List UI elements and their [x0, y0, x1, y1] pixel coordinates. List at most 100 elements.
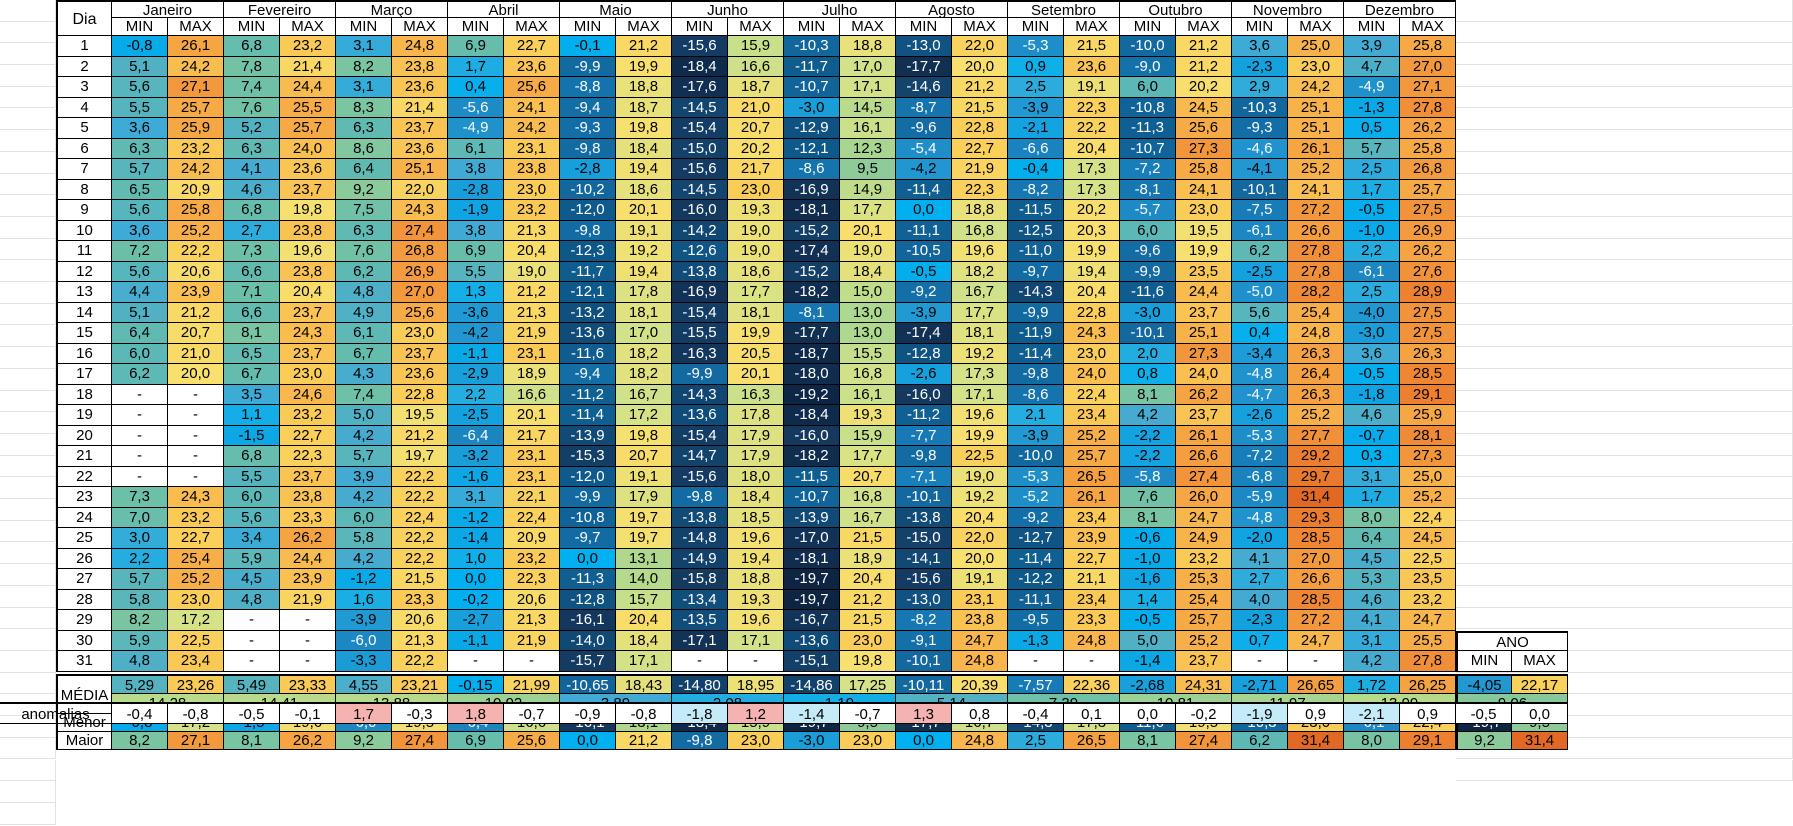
min-temp-cell[interactable]: -17,7 — [784, 323, 840, 344]
min-temp-cell[interactable]: -6,0 — [336, 630, 392, 651]
max-temp-cell[interactable]: 20,9 — [504, 528, 560, 549]
min-temp-cell[interactable]: 6,1 — [448, 138, 504, 159]
maior-max-cell[interactable]: 26,2 — [280, 731, 336, 750]
max-temp-cell[interactable]: 25,6 — [392, 302, 448, 323]
max-temp-cell[interactable]: 19,5 — [1176, 220, 1232, 241]
max-temp-cell[interactable]: 27,3 — [1176, 138, 1232, 159]
min-temp-cell[interactable]: -10,1 — [1232, 179, 1288, 200]
max-temp-cell[interactable]: 20,2 — [1176, 77, 1232, 98]
min-temp-cell[interactable]: -11,2 — [560, 384, 616, 405]
min-header[interactable]: MIN — [1120, 18, 1176, 36]
min-temp-cell[interactable]: 6,1 — [336, 323, 392, 344]
max-temp-cell[interactable]: 19,9 — [616, 56, 672, 77]
media-max-cell[interactable]: 26,25 — [1400, 673, 1456, 694]
min-header[interactable]: MIN — [784, 18, 840, 36]
min-temp-cell[interactable]: -1,9 — [448, 200, 504, 221]
max-temp-cell[interactable]: 20,4 — [840, 569, 896, 590]
maior-max-cell[interactable]: 26,5 — [1064, 731, 1120, 750]
min-temp-cell[interactable]: -4,8 — [1232, 364, 1288, 385]
min-temp-cell[interactable]: -10,7 — [1120, 138, 1176, 159]
min-temp-cell[interactable]: 2,2 — [112, 548, 168, 569]
max-temp-cell[interactable]: 17,7 — [840, 446, 896, 467]
min-temp-cell[interactable]: -2,5 — [448, 405, 504, 426]
max-temp-cell[interactable]: 19,8 — [616, 118, 672, 139]
max-temp-cell[interactable]: 28,1 — [1400, 425, 1456, 446]
anomalia-min-cell[interactable]: -1,9 — [1232, 702, 1288, 724]
min-temp-cell[interactable]: -11,2 — [896, 405, 952, 426]
max-temp-cell[interactable]: 24,3 — [392, 200, 448, 221]
empty-cell[interactable] — [0, 585, 56, 608]
min-temp-cell[interactable]: 4,8 — [112, 651, 168, 672]
max-temp-cell[interactable]: 23,7 — [280, 343, 336, 364]
media-min-cell[interactable]: -14,86 — [784, 673, 840, 694]
max-temp-cell[interactable]: 20,3 — [1064, 220, 1120, 241]
max-temp-cell[interactable]: 23,2 — [280, 36, 336, 57]
min-temp-cell[interactable]: -9,8 — [896, 446, 952, 467]
max-temp-cell[interactable]: 16,8 — [952, 220, 1008, 241]
min-temp-cell[interactable]: 1,7 — [1344, 179, 1400, 200]
media-min-cell[interactable]: 4,55 — [336, 673, 392, 694]
max-temp-cell[interactable]: 18,6 — [728, 261, 784, 282]
min-temp-cell[interactable]: -12,7 — [1008, 528, 1064, 549]
min-temp-cell[interactable]: -16,3 — [672, 343, 728, 364]
max-temp-cell[interactable]: 16,6 — [728, 56, 784, 77]
max-temp-cell[interactable]: 17,0 — [616, 323, 672, 344]
min-temp-cell[interactable]: -14,2 — [672, 220, 728, 241]
max-temp-cell[interactable]: 25,2 — [1288, 159, 1344, 180]
min-temp-cell[interactable]: -1,6 — [448, 466, 504, 487]
min-temp-cell[interactable]: -1,4 — [448, 528, 504, 549]
maior-min-cell[interactable]: 8,2 — [112, 731, 168, 750]
max-temp-cell[interactable]: 21,5 — [840, 528, 896, 549]
empty-cell[interactable] — [1456, 585, 1793, 608]
anomalia-max-cell[interactable]: -0,1 — [280, 702, 336, 724]
day-number[interactable]: 9 — [56, 200, 112, 221]
min-temp-cell[interactable]: -15,2 — [784, 220, 840, 241]
max-temp-cell[interactable]: 27,0 — [1400, 56, 1456, 77]
empty-cell[interactable] — [0, 260, 56, 283]
min-temp-cell[interactable]: 5,1 — [112, 302, 168, 323]
max-temp-cell[interactable]: 25,3 — [1176, 569, 1232, 590]
max-temp-cell[interactable]: 23,7 — [392, 118, 448, 139]
max-temp-cell[interactable]: 20,5 — [728, 343, 784, 364]
max-temp-cell[interactable]: 23,2 — [504, 200, 560, 221]
min-temp-cell[interactable]: 6,0 — [224, 487, 280, 508]
min-temp-cell[interactable]: 6,4 — [112, 323, 168, 344]
max-temp-cell[interactable]: - — [168, 425, 224, 446]
min-temp-cell[interactable]: -0,2 — [448, 589, 504, 610]
min-temp-cell[interactable]: - — [224, 630, 280, 651]
ano-max-header[interactable]: MAX — [1512, 651, 1568, 672]
min-temp-cell[interactable]: -13,8 — [896, 507, 952, 528]
day-number[interactable]: 4 — [56, 97, 112, 118]
min-temp-cell[interactable]: -4,2 — [896, 159, 952, 180]
min-temp-cell[interactable]: -3,0 — [1344, 323, 1400, 344]
max-temp-cell[interactable]: 22,8 — [1064, 302, 1120, 323]
max-temp-cell[interactable]: 24,7 — [1288, 630, 1344, 651]
max-temp-cell[interactable]: 25,8 — [1400, 36, 1456, 57]
max-temp-cell[interactable]: 27,8 — [1288, 261, 1344, 282]
anomalia-min-cell[interactable]: -0,9 — [560, 702, 616, 724]
max-temp-cell[interactable]: 19,0 — [728, 241, 784, 262]
min-temp-cell[interactable]: -1,4 — [1120, 651, 1176, 672]
min-temp-cell[interactable]: 1,4 — [1120, 589, 1176, 610]
min-temp-cell[interactable]: -4,2 — [448, 323, 504, 344]
max-temp-cell[interactable]: 23,2 — [280, 405, 336, 426]
max-temp-cell[interactable]: 25,4 — [168, 548, 224, 569]
min-temp-cell[interactable]: 8,1 — [1120, 507, 1176, 528]
max-temp-cell[interactable]: 19,6 — [728, 528, 784, 549]
empty-cell[interactable] — [0, 564, 56, 586]
min-temp-cell[interactable]: 3,9 — [336, 466, 392, 487]
min-temp-cell[interactable]: 6,3 — [224, 138, 280, 159]
max-temp-cell[interactable]: 15,7 — [616, 589, 672, 610]
min-temp-cell[interactable]: 8,1 — [1120, 384, 1176, 405]
day-number[interactable]: 31 — [56, 651, 112, 672]
min-header[interactable]: MIN — [1344, 18, 1400, 36]
anomalia-max-cell[interactable]: -0,8 — [616, 702, 672, 724]
empty-cell[interactable] — [0, 217, 56, 239]
min-temp-cell[interactable]: 3,1 — [336, 77, 392, 98]
max-temp-cell[interactable]: 25,2 — [168, 569, 224, 590]
max-temp-cell[interactable]: 18,6 — [616, 179, 672, 200]
empty-cell[interactable] — [0, 455, 56, 478]
max-temp-cell[interactable]: 22,3 — [504, 569, 560, 590]
min-temp-cell[interactable]: 6,3 — [112, 138, 168, 159]
empty-cell[interactable] — [0, 412, 56, 434]
